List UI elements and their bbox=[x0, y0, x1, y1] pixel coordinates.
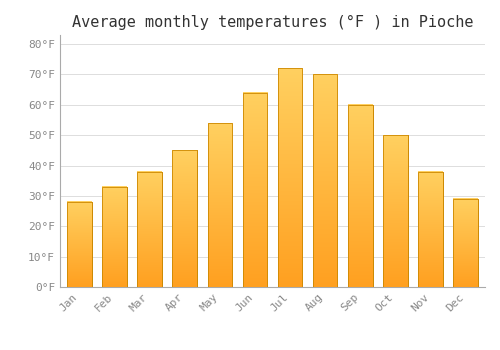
Bar bbox=[383, 135, 407, 287]
Bar bbox=[138, 172, 162, 287]
Bar bbox=[418, 172, 443, 287]
Bar bbox=[242, 93, 267, 287]
Bar bbox=[102, 187, 126, 287]
Bar bbox=[172, 150, 197, 287]
Bar bbox=[278, 68, 302, 287]
Bar bbox=[313, 75, 338, 287]
Title: Average monthly temperatures (°F ) in Pioche: Average monthly temperatures (°F ) in Pi… bbox=[72, 15, 473, 30]
Bar bbox=[348, 105, 372, 287]
Bar bbox=[454, 199, 478, 287]
Bar bbox=[67, 202, 92, 287]
Bar bbox=[208, 123, 232, 287]
